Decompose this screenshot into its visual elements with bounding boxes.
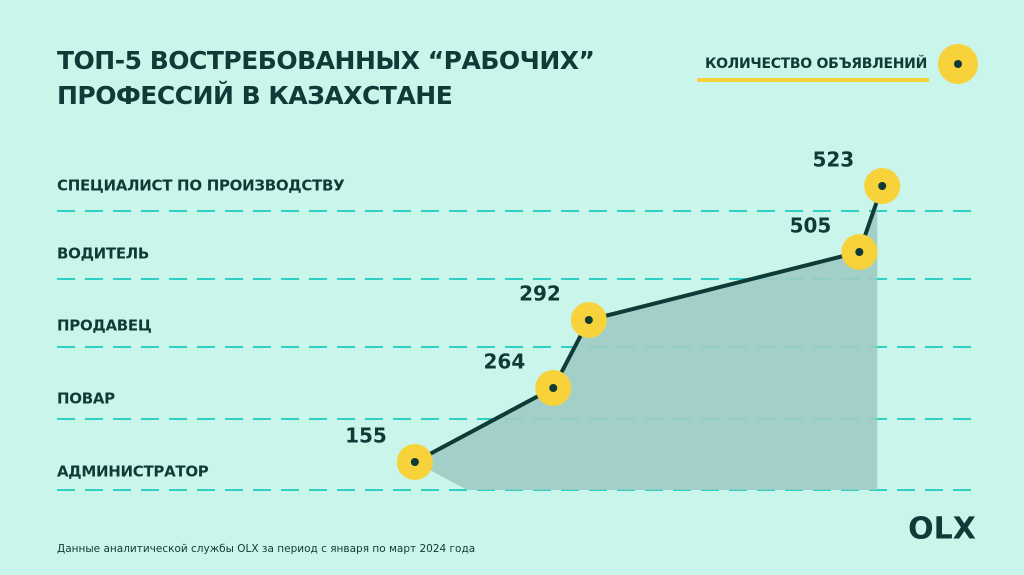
point-hole (878, 182, 887, 190)
legend-label: КОЛИЧЕСТВО ОБЪЯВЛЕНИЙ (705, 55, 927, 72)
logo: OLX (908, 512, 976, 547)
data-label: 505 (790, 214, 832, 238)
data-label: 292 (519, 282, 561, 306)
data-label: 523 (812, 148, 854, 172)
category-label: ПОВАР (57, 390, 115, 408)
legend-marker-hole (954, 60, 962, 68)
area (414, 186, 883, 490)
category-label: АДМИНИСТРАТОР (57, 463, 209, 481)
point-hole (584, 316, 593, 324)
point-hole (855, 248, 864, 256)
category-label: СПЕЦИАЛИСТ ПО ПРОИЗВОДСТВУ (57, 177, 345, 195)
source-note: Данные аналитической службы OLX за перио… (57, 543, 475, 555)
point-hole (549, 384, 558, 392)
chart-title: ТОП-5 ВОСТРЕБОВАННЫХ “РАБОЧИХ” (57, 46, 595, 75)
point-hole (410, 458, 419, 466)
category-label: ПРОДАВЕЦ (57, 317, 152, 335)
legend-underline (697, 78, 929, 82)
data-label: 264 (484, 350, 526, 374)
category-label: ВОДИТЕЛЬ (57, 245, 149, 263)
data-label: 155 (345, 424, 387, 448)
chart-title: ПРОФЕССИЙ В КАЗАХСТАНЕ (57, 81, 452, 110)
